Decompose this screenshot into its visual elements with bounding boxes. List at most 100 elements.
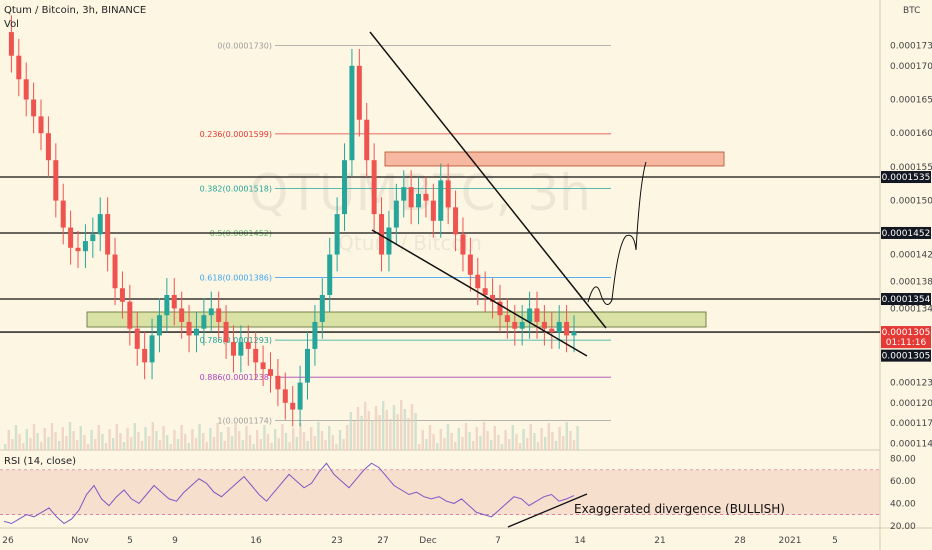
volume-bar [425, 439, 428, 450]
fib-level-label: 0.382(0.0001518) [200, 184, 272, 193]
candle-body [482, 288, 488, 295]
volume-bar [565, 422, 568, 450]
volume-bar [562, 436, 565, 450]
candle-body [534, 308, 540, 322]
time-axis[interactable]: 26 Nov 5 9 16 23 27 Dec 7 14 21 28 2021 5 [2, 536, 838, 546]
volume-bar [259, 439, 262, 450]
rsi-axis[interactable]: 80.00 60.00 40.00 20.00 [890, 455, 916, 532]
candle-body [327, 254, 333, 295]
volume-bar [202, 433, 205, 450]
volume-bar [76, 440, 79, 450]
volume-bar [331, 435, 334, 450]
candle-body [356, 65, 362, 120]
volume-bar [544, 437, 547, 450]
volume-bar [137, 432, 140, 450]
volume-bar [353, 421, 356, 450]
candle-body [23, 79, 29, 100]
volume-bar [572, 440, 576, 450]
volume-bar [392, 405, 396, 450]
volume-bar [72, 431, 75, 450]
volume-bar [277, 438, 280, 450]
candle-body [201, 315, 207, 329]
volume-bar [475, 427, 478, 450]
candle-body [238, 342, 244, 356]
candle-body [393, 200, 399, 228]
volume-bar [410, 404, 414, 450]
candle-body [571, 332, 577, 336]
volume-bar [108, 429, 111, 450]
volume-label: Vol [4, 19, 19, 30]
price-tag-label: 0.0001354 [882, 295, 931, 305]
rsi-band [0, 469, 880, 515]
volume-bar [378, 415, 381, 450]
candle-body [260, 362, 266, 370]
volume-bar [191, 429, 194, 450]
volume-bar [500, 444, 504, 450]
resistance-zone [384, 151, 725, 167]
candle-body [186, 321, 192, 336]
volume-bar [25, 429, 28, 450]
volume-bar [79, 426, 82, 450]
candle-body [386, 227, 392, 255]
time-tick-label: 5 [127, 536, 133, 546]
candle-body [156, 315, 162, 336]
volume-bar [238, 431, 241, 450]
horizontal-levels [0, 176, 880, 333]
fib-level-label: 0.618(0.0001386) [200, 273, 272, 282]
volume-bar [407, 418, 410, 450]
volume-bar [266, 434, 270, 450]
volume-bar [245, 426, 248, 450]
price-tag-label: 0.0001535 [882, 173, 931, 183]
upper-trendline[interactable] [369, 31, 607, 329]
candle-body [556, 321, 562, 333]
volume-bar [356, 407, 360, 450]
volume-bar [58, 441, 61, 450]
candle-body [142, 348, 148, 363]
candle-body [549, 328, 555, 333]
lower-trendline[interactable] [371, 229, 588, 357]
price-tag [881, 326, 931, 339]
volume-bar [464, 423, 468, 450]
candle-body [475, 274, 481, 289]
volume-bar [162, 426, 165, 450]
volume-bar [112, 438, 115, 450]
volume-bar [18, 434, 21, 450]
price-tick-label: 0.0001140 [890, 439, 932, 449]
candle-body [297, 382, 303, 410]
volume-bar [61, 427, 64, 450]
divergence-annotation: Exaggerated divergence (BULLISH) [574, 502, 785, 516]
candle-body [438, 180, 444, 221]
volume-bar [547, 423, 550, 450]
rsi-title: RSI (14, close) [4, 456, 76, 467]
volume-bar [270, 443, 273, 450]
volume-bar [295, 437, 298, 450]
volume-bar [428, 425, 432, 450]
main-pane-background [0, 0, 880, 450]
volume-bar [194, 438, 198, 450]
volume-bar [173, 430, 176, 450]
candle-body [223, 321, 229, 343]
settings-button[interactable] [884, 538, 928, 550]
candle-body [290, 402, 296, 410]
candle-body [230, 342, 236, 356]
volume-bar [43, 428, 46, 450]
volume-bar [346, 425, 349, 450]
volume-bar [176, 439, 180, 450]
volume-bar [248, 435, 252, 450]
volume-bar [569, 431, 572, 450]
volume-bar [187, 443, 190, 450]
volume-bar [310, 427, 313, 450]
volume-bar [349, 412, 352, 450]
fib-level-label: 0.236(0.0001599) [200, 130, 272, 139]
candle-body [90, 234, 96, 242]
volume-bar [324, 440, 327, 450]
volume-bar [119, 433, 122, 450]
